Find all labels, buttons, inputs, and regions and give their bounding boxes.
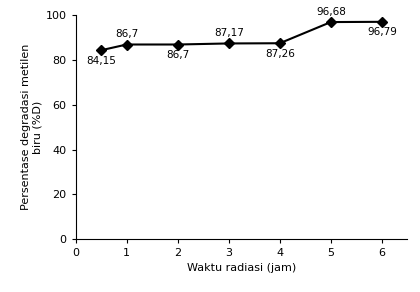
Text: 96,79: 96,79 (367, 27, 397, 37)
Text: 86,7: 86,7 (115, 29, 138, 39)
Text: 86,7: 86,7 (166, 50, 189, 60)
Y-axis label: Persentase degradasi metilen
biru (%D): Persentase degradasi metilen biru (%D) (21, 44, 43, 210)
Text: 87,26: 87,26 (265, 49, 295, 59)
X-axis label: Waktu radiasi (jam): Waktu radiasi (jam) (187, 263, 296, 273)
Text: 96,68: 96,68 (316, 6, 346, 17)
Text: 84,15: 84,15 (86, 56, 116, 66)
Text: 87,17: 87,17 (214, 28, 244, 38)
